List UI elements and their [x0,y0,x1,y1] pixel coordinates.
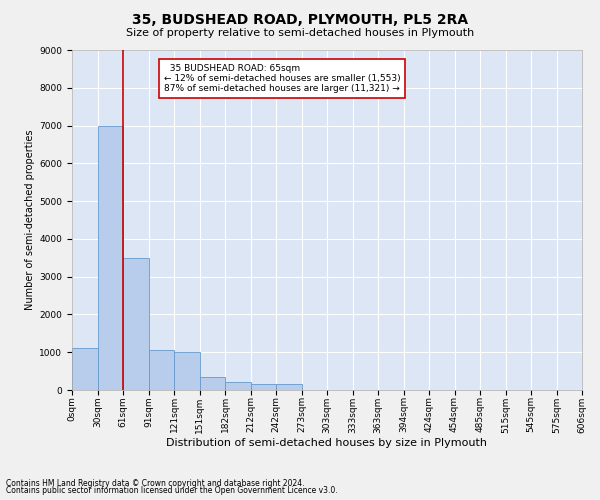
Bar [123,258,149,390]
Bar [251,384,276,390]
Text: 35 BUDSHEAD ROAD: 65sqm
← 12% of semi-detached houses are smaller (1,553)
87% of: 35 BUDSHEAD ROAD: 65sqm ← 12% of semi-de… [164,64,400,94]
Bar [97,126,123,390]
X-axis label: Distribution of semi-detached houses by size in Plymouth: Distribution of semi-detached houses by … [167,438,487,448]
Text: Contains HM Land Registry data © Crown copyright and database right 2024.: Contains HM Land Registry data © Crown c… [6,478,305,488]
Bar [225,382,251,390]
Text: Contains public sector information licensed under the Open Government Licence v3: Contains public sector information licen… [6,486,338,495]
Bar [199,377,225,390]
Bar [276,384,302,390]
Bar [149,350,174,390]
Y-axis label: Number of semi-detached properties: Number of semi-detached properties [25,130,35,310]
Text: 35, BUDSHEAD ROAD, PLYMOUTH, PL5 2RA: 35, BUDSHEAD ROAD, PLYMOUTH, PL5 2RA [132,12,468,26]
Text: Size of property relative to semi-detached houses in Plymouth: Size of property relative to semi-detach… [126,28,474,38]
Bar [72,348,97,390]
Bar [174,352,199,390]
